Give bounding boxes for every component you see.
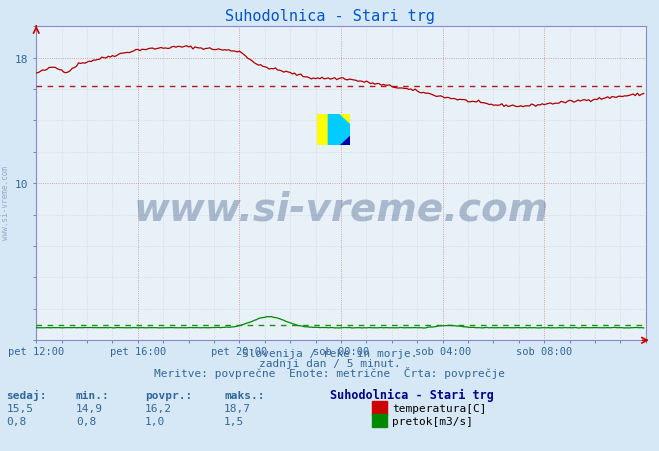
Text: min.:: min.: (76, 390, 109, 400)
Text: Suhodolnica - Stari trg: Suhodolnica - Stari trg (225, 9, 434, 24)
Text: pretok[m3/s]: pretok[m3/s] (392, 416, 473, 426)
Text: 1,0: 1,0 (145, 416, 165, 426)
Text: 0,8: 0,8 (7, 416, 27, 426)
Polygon shape (328, 115, 350, 146)
Text: 0,8: 0,8 (76, 416, 96, 426)
Text: 1,5: 1,5 (224, 416, 244, 426)
Text: 18,7: 18,7 (224, 403, 251, 413)
Text: Slovenija / reke in morje.: Slovenija / reke in morje. (242, 348, 417, 358)
Text: Meritve: povprečne  Enote: metrične  Črta: povprečje: Meritve: povprečne Enote: metrične Črta:… (154, 366, 505, 378)
Text: www.si-vreme.com: www.si-vreme.com (133, 190, 549, 228)
Text: Suhodolnica - Stari trg: Suhodolnica - Stari trg (330, 388, 494, 401)
Text: maks.:: maks.: (224, 390, 264, 400)
Text: 16,2: 16,2 (145, 403, 172, 413)
Text: zadnji dan / 5 minut.: zadnji dan / 5 minut. (258, 358, 401, 368)
Polygon shape (328, 126, 350, 146)
Text: www.si-vreme.com: www.si-vreme.com (1, 166, 10, 240)
Text: sedaj:: sedaj: (7, 389, 47, 400)
Text: temperatura[C]: temperatura[C] (392, 403, 486, 413)
Text: povpr.:: povpr.: (145, 390, 192, 400)
Text: 15,5: 15,5 (7, 403, 34, 413)
Text: 14,9: 14,9 (76, 403, 103, 413)
